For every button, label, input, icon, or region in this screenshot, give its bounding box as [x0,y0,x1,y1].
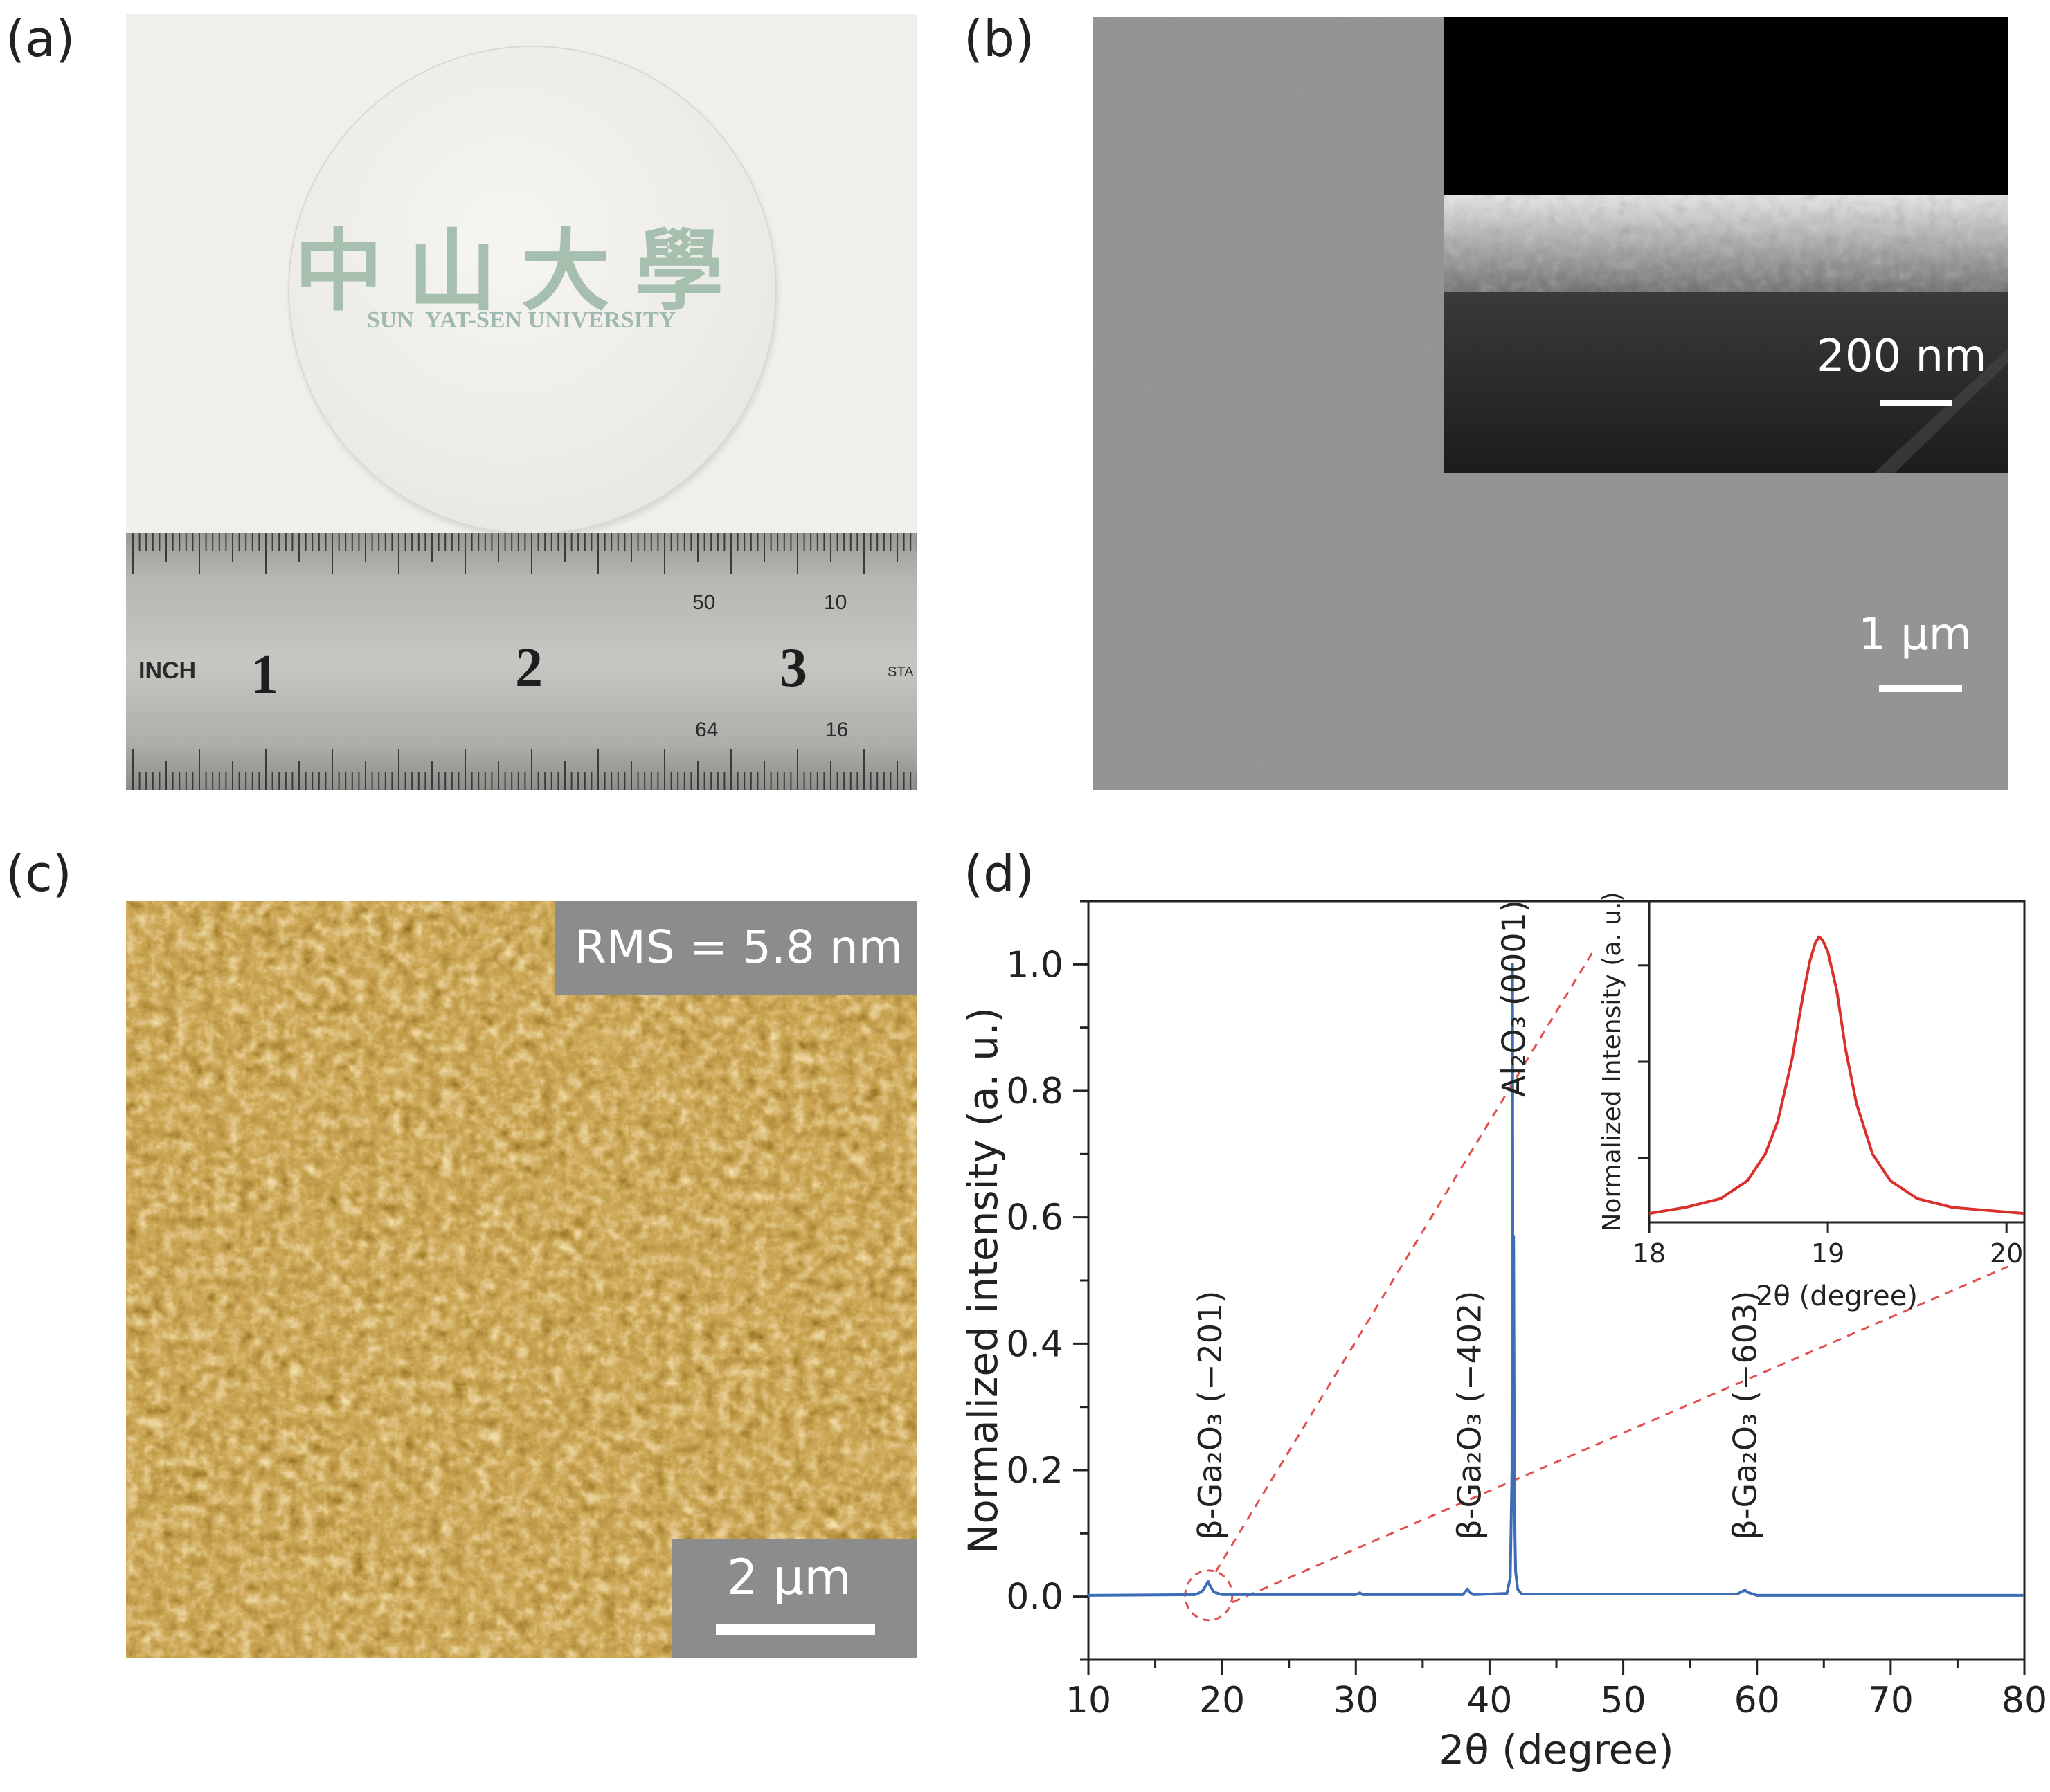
x-tick-label: 80 [2002,1680,2047,1721]
afm-image: RMS = 5.8 nm 2 µm [126,901,917,1658]
panel-label-b: (b) [964,10,1034,68]
zoom-line [1232,1265,2008,1604]
wafer-disc [289,47,775,533]
x-tick-label: 30 [1333,1680,1378,1721]
peak-annotation: β-Ga₂O₃ (−201) [1192,1291,1229,1540]
afm-rms-box [555,901,917,995]
sem-inset-texture [1444,17,2008,473]
sem-inset-scale-bar [1880,400,1952,406]
sem-scale-bar [1879,685,1962,692]
sem-inset-scale-label: 200 nm [1817,331,1987,382]
x-tick-label: 10 [1066,1680,1111,1721]
x-tick-label: 20 [1199,1680,1245,1721]
x-tick-label: 70 [1868,1680,1914,1721]
inset-y-axis-label: Normalized Intensity (a. u.) [1598,892,1626,1231]
y-tick-label: 0.6 [1006,1197,1063,1239]
university-logo-english: SUN YAT-SEN UNIVERSITY [366,307,676,333]
ruler-small-10: 10 [824,591,847,614]
inset-x-tick-label: 19 [1811,1238,1844,1269]
zoom-line [1214,952,1594,1573]
y-tick-label: 0.4 [1006,1323,1063,1365]
y-tick-label: 0.0 [1006,1577,1063,1618]
panel-label-c: (c) [6,844,72,903]
ruler-small-64: 64 [695,718,719,741]
wafer-photo: 中山大學 SUN YAT-SEN UNIVERSITY INCH 1 2 3 5… [126,14,917,790]
ruler-small-16: 16 [825,718,849,741]
inset-frame [1648,900,2026,1224]
x-axis-label: 2θ (degree) [1439,1726,1673,1773]
inset-x-tick-label: 18 [1633,1238,1666,1269]
inset-x-axis-label: 2θ (degree) [1756,1280,1918,1312]
y-axis-label: Normalized intensity (a. u.) [960,1007,1007,1554]
peak-annotation: β-Ga₂O₃ (−402) [1451,1291,1489,1540]
ruler: INCH 1 2 3 50 10 64 16 STA [126,533,917,790]
ruler-ticks [132,533,917,790]
ruler-mark-1: 1 [251,644,278,705]
afm-scale-box [672,1539,917,1658]
university-logo-chinese: 中山大學 [294,219,748,323]
x-tick-label: 60 [1734,1680,1780,1721]
x-tick-label: 50 [1600,1680,1646,1721]
ruler-mark-2: 2 [515,637,543,698]
panel-label-a: (a) [6,10,75,68]
afm-rms-label: RMS = 5.8 nm [575,921,903,974]
ruler-mark-3: 3 [780,637,807,698]
inset-x-tick-label: 20 [1990,1238,2023,1269]
afm-scale-bar [716,1624,875,1635]
ruler-inch-label: INCH [138,658,197,684]
inset-series-line [1648,935,2025,1215]
peak-annotation: β-Ga₂O₃ (−603) [1726,1291,1763,1540]
ruler-small-50: 50 [692,591,716,614]
sem-image: 200 nm 1 µm [1093,17,2008,790]
panel-label-d: (d) [964,844,1034,903]
y-tick-label: 1.0 [1006,944,1063,986]
xrd-series-line [1088,963,2024,1597]
y-tick-label: 0.2 [1006,1450,1063,1492]
afm-texture [126,901,917,1658]
sem-scale-label: 1 µm [1858,609,1972,660]
sem-inset: 200 nm [1444,17,2008,473]
y-tick-label: 0.8 [1006,1071,1063,1112]
x-tick-label: 40 [1466,1680,1512,1721]
ruler-edge-text: STA [888,664,914,680]
peak-annotation: Al₂O₃ (0001) [1495,900,1532,1097]
afm-scale-label: 2 µm [727,1549,852,1606]
